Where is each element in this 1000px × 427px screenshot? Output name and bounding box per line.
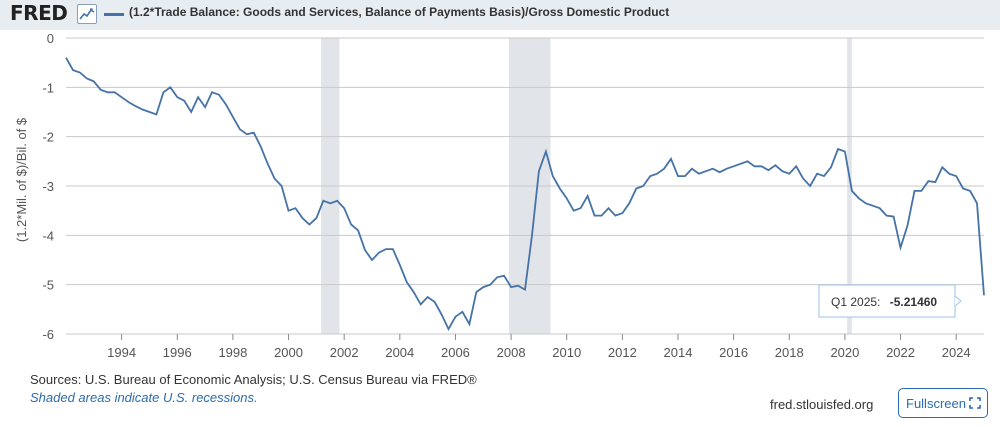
chart-header: FRED (1.2*Trade Balance: Goods and Servi… bbox=[0, 0, 1000, 30]
tooltip-label: Q1 2025: bbox=[831, 295, 880, 309]
x-tick-label: 1994 bbox=[107, 345, 136, 360]
x-tick-label: 2012 bbox=[608, 345, 637, 360]
x-tick-label: 2022 bbox=[886, 345, 915, 360]
tooltip: Q1 2025: -5.21460 bbox=[818, 284, 962, 318]
x-axis-ticks: 1994 1996 1998 2000 2002 2004 2006 2008 2010 2012… bbox=[107, 334, 971, 360]
sources-note: Sources: U.S. Bureau of Economic Analysi… bbox=[30, 372, 477, 387]
grid-lines bbox=[66, 37, 984, 335]
series-title[interactable]: (1.2*Trade Balance: Goods and Services, … bbox=[129, 5, 670, 19]
y-tick-label: -4 bbox=[42, 228, 54, 243]
x-tick-label: 1998 bbox=[218, 345, 247, 360]
svg-text:Q1 2025: -5.21460: Q1 2025: -5.21460 bbox=[831, 295, 937, 309]
y-tick-label: 0 bbox=[47, 31, 54, 46]
fullscreen-label: Fullscreen bbox=[906, 396, 966, 411]
line-chart-icon bbox=[77, 4, 97, 24]
y-tick-label: -2 bbox=[42, 130, 54, 145]
y-tick-label: -3 bbox=[42, 179, 54, 194]
legend-swatch bbox=[104, 13, 124, 16]
recession-note: Shaded areas indicate U.S. recessions. bbox=[30, 390, 258, 405]
y-axis-ticks: 0 -1 -2 -3 -4 -5 -6 bbox=[42, 31, 54, 342]
x-tick-label: 2000 bbox=[274, 345, 303, 360]
x-tick-label: 2018 bbox=[775, 345, 804, 360]
x-tick-label: 2004 bbox=[385, 345, 414, 360]
x-tick-label: 2020 bbox=[830, 345, 859, 360]
x-tick-label: 2002 bbox=[330, 345, 359, 360]
x-tick-label: 2010 bbox=[552, 345, 581, 360]
y-tick-label: -1 bbox=[42, 80, 54, 95]
y-axis-label: (1.2*Mil. of $)/Bil. of $ bbox=[14, 117, 29, 242]
chart-area[interactable]: 0 -1 -2 -3 -4 -5 -6 1994 1996 1998 2000 2002 2004 20… bbox=[0, 30, 1000, 370]
fred-logo[interactable]: FRED bbox=[10, 1, 68, 25]
x-tick-label: 1996 bbox=[163, 345, 192, 360]
x-tick-label: 2006 bbox=[441, 345, 470, 360]
series-line[interactable] bbox=[65, 57, 985, 332]
x-tick-label: 2024 bbox=[942, 345, 971, 360]
tooltip-value: -5.21460 bbox=[890, 295, 938, 309]
site-url[interactable]: fred.stlouisfed.org bbox=[770, 397, 874, 412]
fullscreen-button[interactable]: Fullscreen bbox=[898, 388, 988, 418]
y-tick-label: -6 bbox=[42, 327, 54, 342]
x-tick-label: 2008 bbox=[497, 345, 526, 360]
line-chart[interactable]: 0 -1 -2 -3 -4 -5 -6 1994 1996 1998 2000 2002 2004 20… bbox=[0, 30, 1000, 370]
x-tick-label: 2014 bbox=[664, 345, 693, 360]
y-tick-label: -5 bbox=[42, 278, 54, 293]
expand-icon bbox=[969, 397, 981, 409]
x-tick-label: 2016 bbox=[719, 345, 748, 360]
